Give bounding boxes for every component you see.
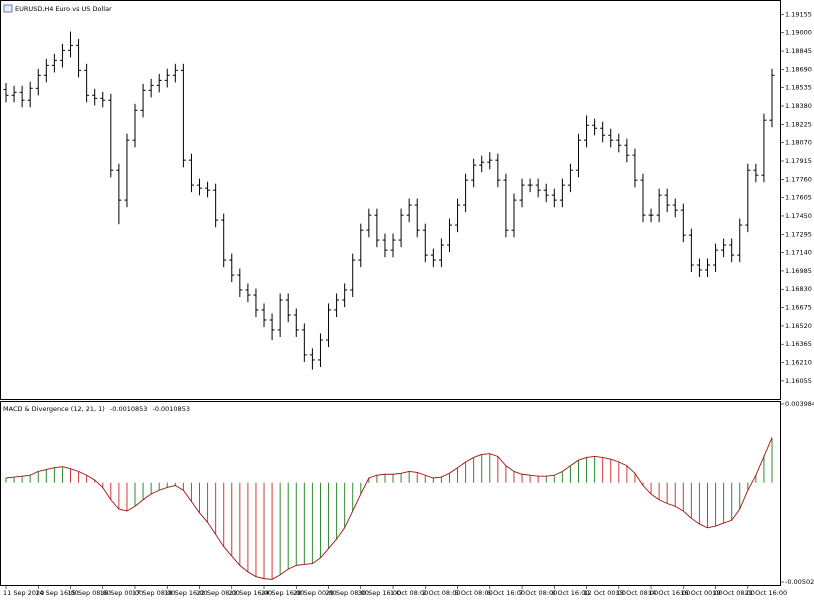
x-tick-label: 8 Oct 16:00 (551, 589, 589, 597)
x-tick-label: 1 Oct 08:00 (390, 589, 428, 597)
x-tick-label: 15 Sep 08:00 (68, 589, 111, 597)
x-tick-label: 16 Sep 00:00 (100, 589, 143, 597)
price-panel (0, 0, 781, 400)
y-tick-label: 1.17295 (785, 230, 812, 238)
x-tick-label: 11 Sep 2020 (3, 589, 44, 597)
y-tick-label: 1.19000 (785, 29, 812, 37)
x-tick-label: 18 Sep 16:00 (164, 589, 207, 597)
indicator-value: -0.0010853 (152, 405, 190, 413)
x-tick-label: 14 Sep 16:00 (35, 589, 78, 597)
x-tick-label: 19 Oct 08:00 (713, 589, 755, 597)
x-tick-label: 5 Oct 08:00 (455, 589, 493, 597)
x-tick-label: 23 Sep 16:00 (229, 589, 272, 597)
y-tick-label: 1.18225 (785, 120, 812, 128)
y-tick-label: 1.16830 (785, 285, 812, 293)
y-tick-label: 1.18535 (785, 84, 812, 92)
y-tick-label: 0.0039840 (785, 400, 814, 408)
x-tick-label: 24 Sep 16:00 (261, 589, 304, 597)
y-tick-label: 1.16210 (785, 359, 812, 367)
y-tick-label: 1.18845 (785, 47, 812, 55)
chart-title: EURUSD,H4 Euro vs US Dollar (15, 5, 112, 13)
y-tick-label: 1.19155 (785, 10, 812, 18)
x-tick-label: 2 Oct 08:00 (422, 589, 460, 597)
y-tick-label: 1.16985 (785, 267, 812, 275)
y-tick-label: 1.16675 (785, 304, 812, 312)
x-tick-label: 12 Oct 00:00 (584, 589, 626, 597)
indicator-title: MACD & Divergence (12, 21, 1) -0.0010853… (3, 405, 190, 413)
symbol-icon (3, 4, 13, 13)
macd-line (5, 437, 773, 580)
y-tick-label: 1.18380 (785, 102, 812, 110)
y-tick-label: 1.18690 (785, 65, 812, 73)
x-tick-label: 29 Sep 08:00 (326, 589, 369, 597)
y-tick-label: 1.17140 (785, 249, 812, 257)
x-tick-label: 22 Sep 08:00 (197, 589, 240, 597)
y-tick-label: 1.18070 (785, 139, 812, 147)
x-tick-label: 13 Oct 08:00 (616, 589, 658, 597)
x-tick-label: 21 Oct 16:00 (745, 589, 787, 597)
y-tick-label: -0.0050211 (785, 578, 814, 586)
x-tick-label: 7 Oct 08:00 (519, 589, 557, 597)
x-tick-label: 28 Sep 00:00 (293, 589, 336, 597)
y-tick-label: 1.17605 (785, 194, 812, 202)
indicator-panel (0, 401, 781, 586)
y-tick-label: 1.17450 (785, 212, 812, 220)
y-tick-label: 1.16365 (785, 340, 812, 348)
x-tick-label: 17 Sep 08:00 (132, 589, 175, 597)
indicator-name: MACD & Divergence (12, 21, 1) (3, 405, 105, 413)
x-tick-label: 30 Sep 16:00 (358, 589, 401, 597)
x-tick-label: 6 Oct 16:00 (487, 589, 525, 597)
y-tick-label: 1.17760 (785, 175, 812, 183)
y-tick-label: 1.16055 (785, 377, 812, 385)
y-tick-label: 1.17915 (785, 157, 812, 165)
x-tick-label: 16 Oct 00:00 (680, 589, 722, 597)
indicator-value: -0.0010853 (110, 405, 148, 413)
y-tick-label: 1.16520 (785, 322, 812, 330)
x-tick-label: 14 Oct 16:00 (648, 589, 690, 597)
